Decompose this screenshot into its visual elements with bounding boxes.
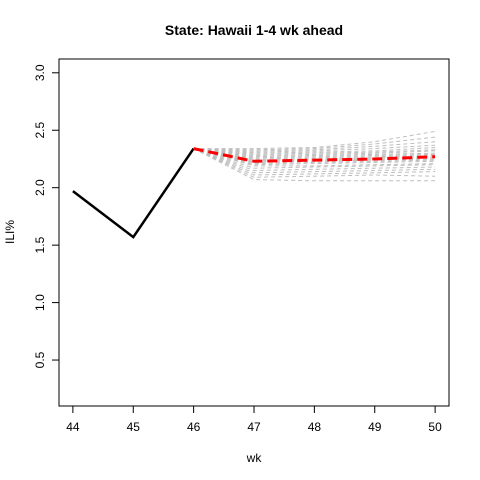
x-axis: 44 45 46 47 48 49 50 <box>66 405 442 434</box>
y-tick-label: 3.0 <box>33 64 47 81</box>
observed-series <box>72 147 195 239</box>
x-axis-label: wk <box>246 451 263 465</box>
simulation-line-20 <box>193 141 436 152</box>
x-tick-label: 49 <box>368 420 382 434</box>
simulation-line-8 <box>193 148 436 166</box>
simulation-line-3 <box>193 148 436 176</box>
simulation-line-22 <box>193 130 436 150</box>
simulation-line-2 <box>193 148 436 178</box>
y-tick-label: 1.5 <box>33 236 47 253</box>
simulation-line-19 <box>193 144 436 153</box>
simulation-line-21 <box>193 136 436 151</box>
chart-title: State: Hawaii 1-4 wk ahead <box>165 22 343 38</box>
x-tick-label: 48 <box>308 420 322 434</box>
y-axis: 0.5 1.0 1.5 2.0 2.5 3.0 <box>33 64 60 368</box>
y-tick-label: 2.0 <box>33 179 47 196</box>
simulation-line-14 <box>193 148 436 159</box>
observed-line <box>72 147 195 239</box>
simulation-line-9 <box>193 148 436 165</box>
simulation-line-7 <box>193 148 436 167</box>
simulation-line-4 <box>193 148 436 174</box>
x-tick-label: 50 <box>428 420 442 434</box>
y-axis-label: ILI% <box>3 220 17 244</box>
simulation-line-17 <box>193 148 436 155</box>
x-tick-label: 44 <box>66 420 80 434</box>
simulation-line-6 <box>193 148 436 169</box>
simulation-line-1 <box>193 148 436 182</box>
simulation-line-5 <box>193 148 436 172</box>
x-tick-label: 45 <box>127 420 141 434</box>
x-tick-label: 47 <box>247 420 261 434</box>
simulation-line-15 <box>193 148 436 158</box>
forecast-mean-line <box>193 147 436 163</box>
simulation-line-16 <box>193 148 436 157</box>
x-tick-label: 46 <box>187 420 201 434</box>
simulation-line-18 <box>193 147 436 154</box>
y-tick-label: 2.5 <box>33 122 47 139</box>
plot-frame <box>58 58 450 407</box>
forecast-mean-series <box>193 147 436 163</box>
y-tick-label: 1.0 <box>33 294 47 311</box>
simulation-line-13 <box>193 148 436 160</box>
y-tick-label: 0.5 <box>33 351 47 368</box>
